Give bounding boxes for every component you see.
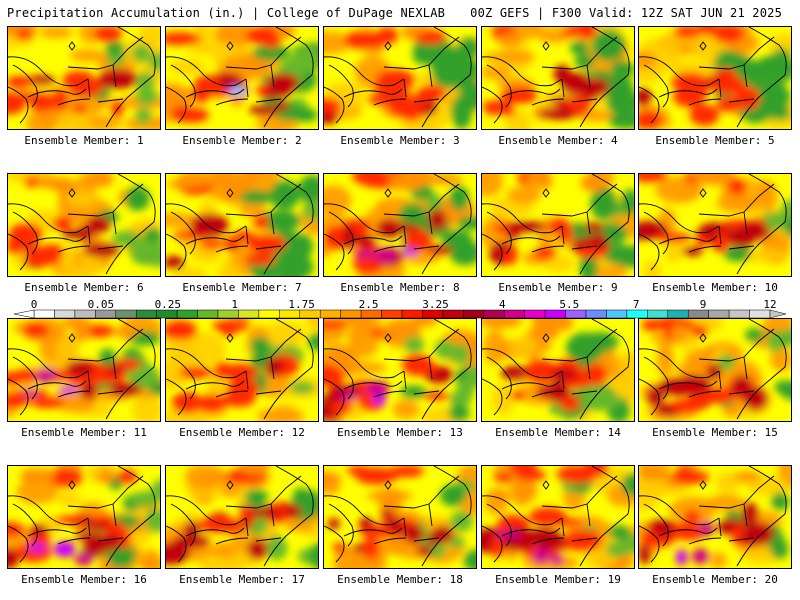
- ensemble-member-label: Ensemble Member: 12: [179, 426, 305, 439]
- ensemble-member-label: Ensemble Member: 4: [498, 134, 618, 147]
- colorbar-tick-label: 1: [231, 298, 239, 311]
- colorbar-tick-label: 5.5: [559, 298, 580, 311]
- map-title: Precipitation Accumulation (in.) | Colle…: [7, 6, 446, 20]
- ensemble-member-map: [481, 465, 635, 569]
- colorbar-swatch: [279, 309, 301, 319]
- colorbar-tick-label: 1.75: [288, 298, 315, 311]
- colorbar-swatch: [340, 309, 362, 319]
- colorbar-swatch: [463, 309, 485, 319]
- ensemble-member-map: [165, 26, 319, 130]
- colorbar-swatch: [319, 309, 341, 319]
- colorbar-swatch: [299, 309, 321, 319]
- colorbar-swatch: [442, 309, 464, 319]
- ensemble-member-map: [323, 26, 477, 130]
- ensemble-member-label: Ensemble Member: 20: [652, 573, 778, 586]
- ensemble-member-label: Ensemble Member: 18: [337, 573, 463, 586]
- colorbar-swatch: [238, 309, 260, 319]
- colorbar-over-arrow: [769, 309, 787, 319]
- colorbar-tick-label: 3.25: [422, 298, 449, 311]
- colorbar-swatch: [422, 309, 444, 319]
- ensemble-member-map: [481, 173, 635, 277]
- colorbar-swatch: [749, 309, 771, 319]
- ensemble-member-label: Ensemble Member: 16: [21, 573, 147, 586]
- colorbar-swatch: [156, 309, 178, 319]
- ensemble-member-map: [638, 26, 792, 130]
- colorbar-swatch: [54, 309, 76, 319]
- colorbar-under-arrow: [13, 309, 35, 319]
- colorbar-tick-label: 4: [499, 298, 506, 311]
- colorbar-swatch: [401, 309, 423, 319]
- ensemble-member-map: [7, 318, 161, 422]
- colorbar-swatch: [258, 309, 280, 319]
- colorbar-swatch: [687, 309, 709, 319]
- colorbar-swatch: [647, 309, 669, 319]
- ensemble-member-map: [638, 318, 792, 422]
- colorbar-swatch: [565, 309, 587, 319]
- colorbar-swatch: [115, 309, 137, 319]
- colorbar-swatch: [381, 309, 403, 319]
- ensemble-member-label: Ensemble Member: 19: [495, 573, 621, 586]
- colorbar-swatch: [503, 309, 525, 319]
- ensemble-member-map: [165, 173, 319, 277]
- colorbar-swatch: [585, 309, 607, 319]
- ensemble-member-map: [165, 465, 319, 569]
- colorbar-swatch: [135, 309, 157, 319]
- ensemble-member-label: Ensemble Member: 15: [652, 426, 778, 439]
- ensemble-member-label: Ensemble Member: 11: [21, 426, 147, 439]
- colorbar-swatch: [524, 309, 546, 319]
- ensemble-member-label: Ensemble Member: 2: [182, 134, 302, 147]
- ensemble-member-map: [323, 173, 477, 277]
- ensemble-member-map: [323, 465, 477, 569]
- ensemble-member-label: Ensemble Member: 1: [24, 134, 144, 147]
- colorbar-swatch: [360, 309, 382, 319]
- colorbar-tick-label: 0.25: [154, 298, 182, 311]
- colorbar-swatch: [708, 309, 730, 319]
- colorbar-swatch: [33, 309, 55, 319]
- ensemble-member-map: [7, 173, 161, 277]
- ensemble-member-label: Ensemble Member: 3: [340, 134, 460, 147]
- ensemble-member-map: [481, 318, 635, 422]
- ensemble-member-map: [638, 465, 792, 569]
- colorbar-swatch: [626, 309, 648, 319]
- ensemble-member-map: [7, 465, 161, 569]
- colorbar-swatch: [728, 309, 750, 319]
- ensemble-member-label: Ensemble Member: 7: [182, 281, 302, 294]
- ensemble-member-label: Ensemble Member: 13: [337, 426, 463, 439]
- ensemble-member-label: Ensemble Member: 9: [498, 281, 618, 294]
- colorbar-tick-label: 2.5: [358, 298, 379, 311]
- ensemble-member-map: [638, 173, 792, 277]
- colorbar-tick-label: 0.05: [87, 298, 115, 311]
- colorbar-swatch: [217, 309, 239, 319]
- colorbar-swatch: [544, 309, 566, 319]
- ensemble-member-map: [323, 318, 477, 422]
- colorbar-tick-label: 0: [30, 298, 38, 311]
- colorbar-swatch: [74, 309, 96, 319]
- ensemble-member-map: [7, 26, 161, 130]
- colorbar-swatch: [197, 309, 219, 319]
- colorbar-swatch: [667, 309, 689, 319]
- ensemble-member-label: Ensemble Member: 10: [652, 281, 778, 294]
- colorbar-tick-label: 7: [632, 298, 640, 311]
- colorbar-swatch: [95, 309, 117, 319]
- colorbar-tick-label: 12: [763, 298, 777, 311]
- colorbar-swatch: [606, 309, 628, 319]
- ensemble-member-label: Ensemble Member: 14: [495, 426, 621, 439]
- ensemble-member-map: [481, 26, 635, 130]
- colorbar-swatch: [176, 309, 198, 319]
- ensemble-member-label: Ensemble Member: 6: [24, 281, 144, 294]
- run-valid-time: 00Z GEFS | F300 Valid: 12Z SAT JUN 21 20…: [470, 6, 782, 20]
- ensemble-member-label: Ensemble Member: 17: [179, 573, 305, 586]
- ensemble-member-map: [165, 318, 319, 422]
- ensemble-member-label: Ensemble Member: 8: [340, 281, 460, 294]
- colorbar-swatch: [483, 309, 505, 319]
- ensemble-member-label: Ensemble Member: 5: [655, 134, 775, 147]
- colorbar-tick-label: 9: [699, 298, 707, 311]
- precipitation-colorbar: [13, 309, 787, 319]
